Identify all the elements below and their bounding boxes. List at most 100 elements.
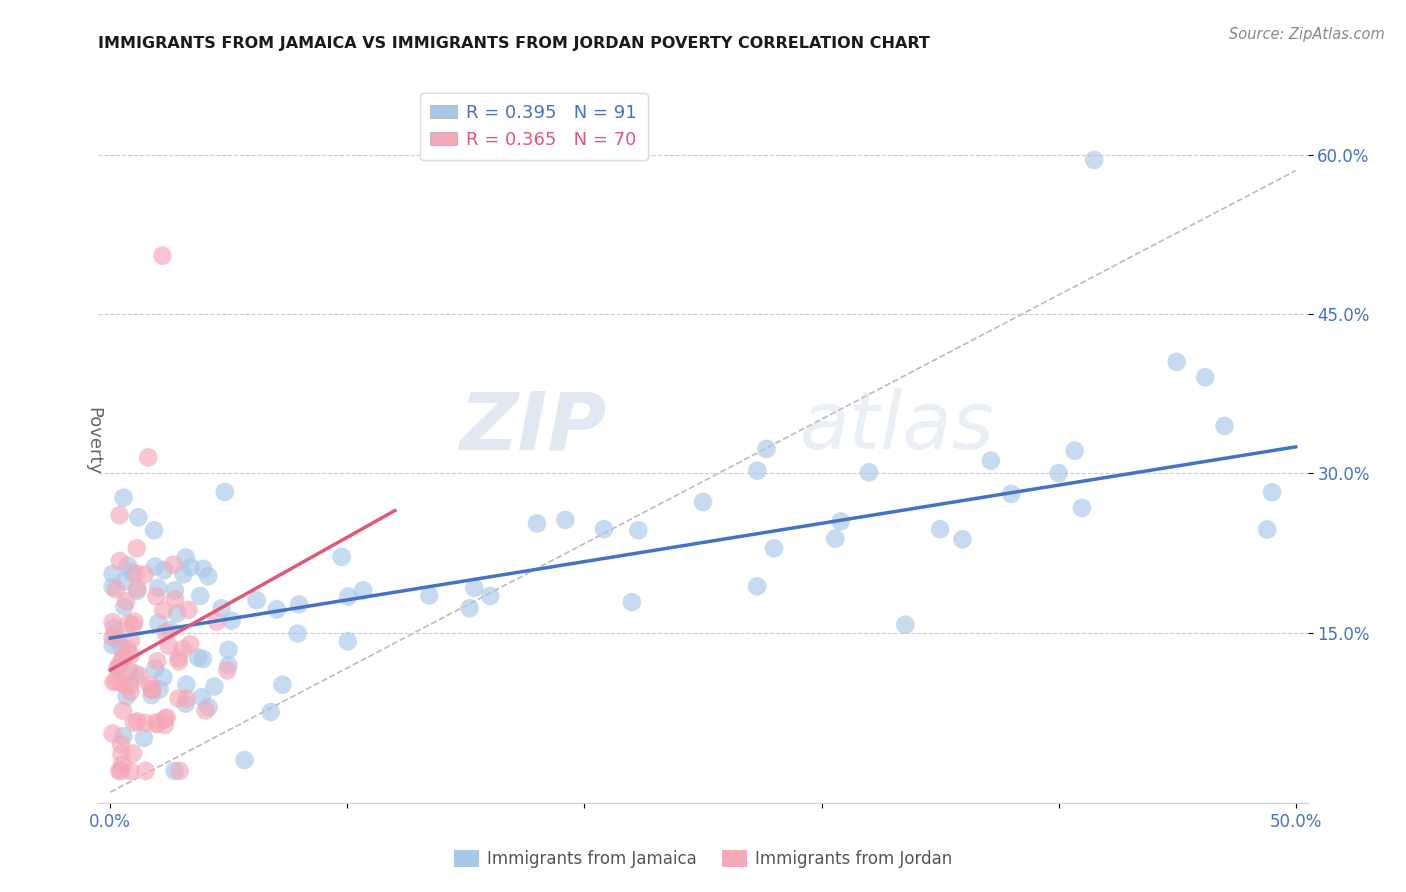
Text: IMMIGRANTS FROM JAMAICA VS IMMIGRANTS FROM JORDAN POVERTY CORRELATION CHART: IMMIGRANTS FROM JAMAICA VS IMMIGRANTS FR… [98, 36, 931, 51]
Point [692, 495, 714, 509]
Point [115, 690, 138, 704]
Point [124, 666, 146, 681]
Point [259, 705, 281, 719]
Point [141, 682, 163, 697]
Point [174, 677, 197, 691]
Point [108, 657, 131, 672]
Point [148, 615, 170, 630]
Point [112, 650, 135, 665]
Point [166, 607, 188, 621]
Point [136, 450, 159, 465]
Text: Source: ZipAtlas.com: Source: ZipAtlas.com [1229, 27, 1385, 42]
Point [336, 634, 359, 648]
Point [112, 491, 135, 505]
Point [127, 510, 149, 524]
Point [127, 582, 149, 596]
Point [122, 715, 145, 730]
Point [139, 677, 162, 691]
Point [1261, 485, 1284, 500]
Point [108, 764, 131, 778]
Point [176, 691, 198, 706]
Point [352, 583, 374, 598]
Point [157, 639, 180, 653]
Point [1000, 487, 1022, 501]
Point [824, 532, 846, 546]
Point [1063, 443, 1085, 458]
Legend: R = 0.395   N = 91, R = 0.365   N = 70: R = 0.395 N = 91, R = 0.365 N = 70 [419, 93, 648, 160]
Point [120, 678, 142, 692]
Point [463, 581, 485, 595]
Y-axis label: Poverty: Poverty [84, 408, 103, 475]
Point [217, 658, 239, 673]
Point [101, 638, 124, 652]
Point [830, 514, 852, 528]
Point [146, 654, 169, 668]
Point [125, 566, 148, 581]
Point [105, 661, 128, 675]
Point [167, 651, 190, 665]
Point [233, 753, 256, 767]
Point [103, 621, 125, 635]
Point [153, 563, 176, 577]
Point [110, 764, 132, 778]
Point [214, 484, 236, 499]
Point [245, 593, 267, 607]
Point [155, 710, 177, 724]
Point [169, 764, 191, 778]
Point [101, 615, 124, 629]
Point [155, 625, 177, 640]
Point [194, 703, 217, 717]
Point [105, 582, 128, 597]
Point [117, 616, 139, 631]
Point [124, 615, 146, 629]
Point [120, 648, 142, 662]
Point [110, 676, 132, 690]
Point [143, 559, 166, 574]
Point [193, 562, 215, 576]
Point [104, 627, 127, 641]
Point [1213, 419, 1236, 434]
Point [747, 464, 769, 478]
Point [115, 594, 138, 608]
Point [952, 533, 974, 547]
Point [128, 669, 150, 683]
Point [114, 679, 136, 693]
Point [118, 664, 141, 678]
Point [162, 558, 184, 572]
Point [174, 697, 197, 711]
Point [125, 541, 148, 556]
Point [479, 589, 502, 603]
Point [1166, 355, 1188, 369]
Point [929, 522, 952, 536]
Point [111, 757, 134, 772]
Point [191, 652, 214, 666]
Point [180, 560, 202, 574]
Point [755, 442, 778, 456]
Point [134, 567, 156, 582]
Point [217, 642, 239, 657]
Point [288, 598, 311, 612]
Point [108, 508, 131, 523]
Point [145, 590, 167, 604]
Point [101, 726, 124, 740]
Point [149, 682, 172, 697]
Point [980, 453, 1002, 467]
Point [554, 513, 576, 527]
Point [159, 623, 181, 637]
Point [104, 674, 127, 689]
Point [127, 714, 149, 729]
Point [271, 678, 294, 692]
Point [103, 675, 125, 690]
Point [117, 558, 139, 573]
Point [858, 466, 880, 480]
Point [152, 603, 174, 617]
Point [1047, 466, 1070, 480]
Point [120, 764, 142, 778]
Point [205, 615, 228, 629]
Point [526, 516, 548, 531]
Point [112, 729, 135, 743]
Point [111, 650, 134, 665]
Point [110, 747, 132, 761]
Point [132, 731, 155, 745]
Point [101, 566, 124, 581]
